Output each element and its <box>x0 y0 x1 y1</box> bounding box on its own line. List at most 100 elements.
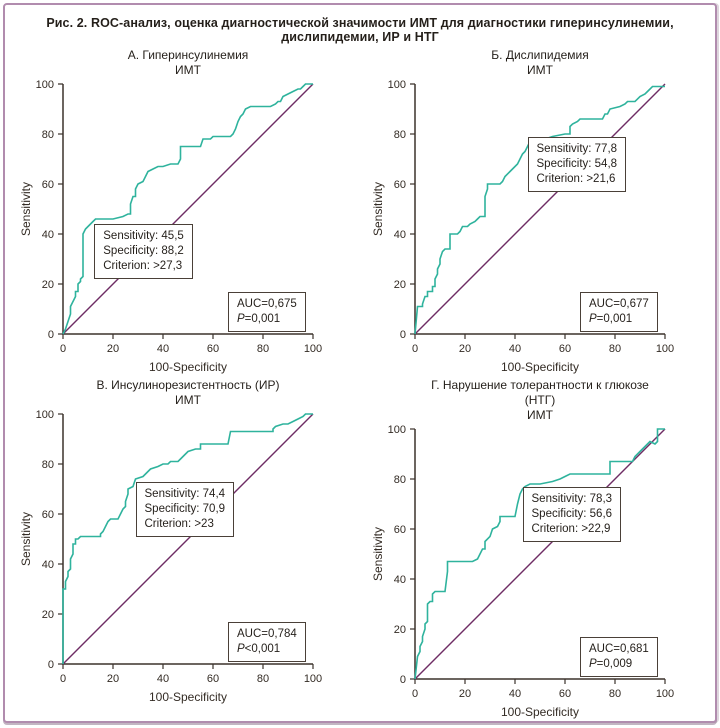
specificity-value: Specificity: 56,6 <box>531 507 613 520</box>
metrics-annotation: Sensitivity: 78,3 Specificity: 56,6 Crit… <box>522 486 622 542</box>
svg-text:40: 40 <box>157 343 169 355</box>
panel-subtitle: ИМТ <box>527 408 553 422</box>
sensitivity-value: Sensitivity: 45,5 <box>103 230 184 242</box>
svg-text:40: 40 <box>42 229 54 241</box>
svg-text:60: 60 <box>42 179 54 191</box>
roc-panel-glucose-tolerance: Г. Нарушение толерантности к глюкозе (НТ… <box>371 378 715 721</box>
auc-value: AUC=0,677 <box>589 297 649 310</box>
svg-text:Sensitivity: Sensitivity <box>19 182 33 236</box>
criterion-value: Criterion: >21,6 <box>536 172 616 185</box>
svg-text:Sensitivity: Sensitivity <box>371 182 385 236</box>
svg-text:80: 80 <box>257 343 269 355</box>
roc-panel-insulin-resistance: В. Инсулинорезистентность (ИР) ИМТ 0 0 20 2… <box>19 378 367 721</box>
panel-title: А. Гиперинсулинемия <box>127 48 249 62</box>
svg-text:80: 80 <box>394 474 406 486</box>
svg-text:100: 100 <box>304 673 322 685</box>
svg-text:80: 80 <box>609 688 621 700</box>
svg-text:60: 60 <box>394 524 406 536</box>
svg-text:20: 20 <box>107 343 119 355</box>
panel-subtitle: ИМТ <box>527 63 553 77</box>
p-value: P=0,001 <box>237 312 281 325</box>
specificity-value: Specificity: 54,8 <box>536 157 618 170</box>
panels-grid: А. Гиперинсулинемия ИМТ 0 0 20 20 40 40 60 60 80… <box>5 48 715 721</box>
roc-plot: 00 20 20 40 40 60 60 80 80 100 100 100-Specificity S… <box>19 409 322 704</box>
svg-text:Sensitivity: Sensitivity <box>19 512 33 566</box>
svg-text:100: 100 <box>304 343 322 355</box>
svg-text:80: 80 <box>42 129 54 141</box>
auc-annotation: AUC=0,681 P=0,009 <box>580 636 658 677</box>
svg-text:0: 0 <box>412 688 418 700</box>
svg-text:20: 20 <box>107 673 119 685</box>
svg-text:0: 0 <box>48 659 54 671</box>
svg-text:20: 20 <box>394 624 406 636</box>
svg-text:60: 60 <box>394 179 406 191</box>
figure-frame: Рис. 2. ROC-анализ, оценка диагностическ… <box>3 3 717 723</box>
auc-value: AUC=0,675 <box>237 297 297 310</box>
criterion-value: Criterion: >27,3 <box>103 260 183 272</box>
svg-text:80: 80 <box>42 459 54 471</box>
svg-text:100-Specificity: 100-Specificity <box>149 690 227 704</box>
roc-panel-hyperinsulinemia: А. Гиперинсулинемия ИМТ 0 0 20 20 40 40 60 60 80… <box>19 48 367 378</box>
sensitivity-value: Sensitivity: 77,8 <box>536 142 618 155</box>
svg-text:80: 80 <box>394 129 406 141</box>
svg-text:40: 40 <box>394 574 406 586</box>
specificity-value: Specificity: 70,9 <box>144 502 226 515</box>
svg-text:40: 40 <box>509 343 521 355</box>
svg-text:20: 20 <box>42 609 54 621</box>
auc-annotation: AUC=0,675 P=0,001 <box>228 291 306 332</box>
svg-text:100-Specificity: 100-Specificity <box>501 360 579 374</box>
svg-text:100: 100 <box>388 424 406 436</box>
svg-text:80: 80 <box>257 673 269 685</box>
svg-text:0: 0 <box>60 673 66 685</box>
svg-text:20: 20 <box>394 279 406 291</box>
roc-plot: 00 20 20 40 40 60 60 80 80 100 100 100-Specificity S… <box>19 79 322 374</box>
roc-panel-dyslipidemia: Б. Дислипидемия ИМТ 0 0 20 20 40 40 60 60 80 80 10… <box>371 48 715 378</box>
svg-text:40: 40 <box>157 673 169 685</box>
panel-title: Б. Дислипидемия <box>491 48 589 62</box>
p-value: P=0,009 <box>589 657 633 670</box>
panel-subtitle: ИМТ <box>175 393 201 407</box>
specificity-value: Specificity: 88,2 <box>103 245 184 257</box>
roc-plot: 00 20 20 40 40 60 60 80 80 100 100 100-Specificity S… <box>371 79 674 374</box>
p-value: P<0,001 <box>237 642 281 655</box>
sensitivity-value: Sensitivity: 78,3 <box>531 492 613 505</box>
svg-text:100: 100 <box>36 409 54 421</box>
svg-text:100: 100 <box>656 343 674 355</box>
svg-text:40: 40 <box>509 688 521 700</box>
svg-text:20: 20 <box>42 279 54 291</box>
svg-text:80: 80 <box>609 343 621 355</box>
svg-text:0: 0 <box>400 674 406 686</box>
svg-text:60: 60 <box>207 673 219 685</box>
svg-text:100: 100 <box>388 79 406 91</box>
svg-text:0: 0 <box>400 329 406 341</box>
auc-value: AUC=0,681 <box>589 642 649 655</box>
p-value: P=0,001 <box>589 312 633 325</box>
metrics-annotation: Sensitivity: 77,8 Specificity: 54,8 Crit… <box>527 136 627 192</box>
svg-text:60: 60 <box>42 509 54 521</box>
metrics-annotation: Sensitivity: 74,4 Specificity: 70,9 Crit… <box>135 481 235 537</box>
sensitivity-value: Sensitivity: 74,4 <box>144 487 226 500</box>
svg-text:40: 40 <box>394 229 406 241</box>
criterion-value: Criterion: >22,9 <box>531 522 611 535</box>
svg-text:60: 60 <box>559 688 571 700</box>
auc-annotation: AUC=0,784 P<0,001 <box>228 621 306 662</box>
criterion-value: Criterion: >23 <box>144 517 214 530</box>
svg-text:20: 20 <box>459 688 471 700</box>
svg-text:60: 60 <box>207 343 219 355</box>
svg-text:0: 0 <box>60 343 66 355</box>
panel-title: В. Инсулинорезистентность (ИР) <box>96 378 280 392</box>
panel-subtitle: ИМТ <box>175 63 201 77</box>
svg-text:0: 0 <box>48 329 54 341</box>
figure-title: Рис. 2. ROC-анализ, оценка диагностическ… <box>46 16 674 44</box>
svg-text:Sensitivity: Sensitivity <box>371 527 385 581</box>
svg-text:100-Specificity: 100-Specificity <box>149 360 227 374</box>
svg-text:100: 100 <box>36 79 54 91</box>
svg-text:20: 20 <box>459 343 471 355</box>
panel-title: Г. Нарушение толерантности к глюкозе (НТ… <box>431 378 649 407</box>
auc-annotation: AUC=0,677 P=0,001 <box>580 291 658 332</box>
metrics-annotation: Sensitivity: 45,5 Specificity: 88,2 Crit… <box>94 224 193 279</box>
svg-text:0: 0 <box>412 343 418 355</box>
svg-text:40: 40 <box>42 559 54 571</box>
auc-value: AUC=0,784 <box>237 627 297 640</box>
svg-text:100-Specificity: 100-Specificity <box>501 705 579 719</box>
